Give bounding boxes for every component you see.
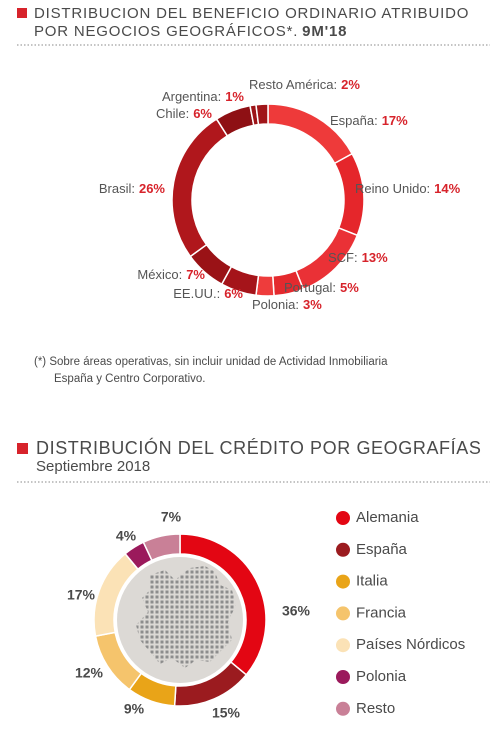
header-marker — [17, 8, 27, 18]
data-label: España: 17% — [330, 113, 408, 128]
category-label: SCF: — [328, 250, 358, 265]
legend-swatch — [336, 638, 350, 653]
donut-segment — [171, 117, 229, 258]
value-label: 7% — [186, 267, 205, 282]
data-label: SCF: 13% — [328, 250, 388, 265]
category-label: EE.UU.: — [173, 286, 220, 301]
chart-title: POR NEGOCIOS GEOGRÁFICOS*. 9M'18 — [34, 23, 347, 40]
data-label: Argentina: 1% — [162, 89, 244, 104]
legend-swatch — [336, 511, 350, 525]
header-marker — [17, 443, 28, 454]
data-label: EE.UU.: 6% — [173, 286, 243, 301]
value-label: 36% — [282, 603, 311, 619]
legend-swatch — [336, 670, 350, 684]
category-label: Portugal: — [284, 280, 336, 295]
legend-label: Alemania — [356, 509, 419, 526]
data-label: Resto América: 2% — [249, 77, 360, 92]
value-label: 15% — [212, 705, 241, 721]
category-label: Brasil: — [99, 181, 135, 196]
category-label: México: — [137, 267, 182, 282]
value-label: 6% — [193, 106, 212, 121]
value-label: 6% — [224, 286, 243, 301]
chart-title: DISTRIBUCIÓN DEL CRÉDITO POR GEOGRAFÍAS — [36, 437, 481, 458]
value-label: 17% — [67, 587, 96, 603]
category-label: Reino Unido: — [355, 181, 430, 196]
value-label: 3% — [303, 297, 322, 312]
data-label: México: 7% — [137, 267, 205, 282]
data-label: Portugal: 5% — [284, 280, 359, 295]
data-label: Reino Unido: 14% — [355, 181, 461, 196]
legend-swatch — [336, 574, 350, 589]
category-label: España: — [330, 113, 378, 128]
value-label: 12% — [75, 665, 104, 681]
value-label: 2% — [341, 77, 360, 92]
donut-segment — [142, 533, 181, 562]
chart-title: DISTRIBUCION DEL BENEFICIO ORDINARIO ATR… — [34, 5, 469, 22]
footnote: (*) Sobre áreas operativas, sin incluir … — [34, 356, 388, 368]
value-label: 5% — [340, 280, 359, 295]
category-label: Polonia: — [252, 297, 299, 312]
value-label: 14% — [434, 181, 460, 196]
data-label: Polonia: 3% — [252, 297, 322, 312]
value-label: 26% — [139, 181, 165, 196]
category-label: Argentina: — [162, 89, 221, 104]
category-label: Chile: — [156, 106, 189, 121]
data-label: Brasil: 26% — [99, 181, 166, 196]
legend-label: España — [356, 541, 408, 558]
data-label: Chile: 6% — [156, 106, 212, 121]
europe-map — [136, 566, 236, 668]
donut-segment — [255, 103, 269, 126]
footnote: España y Centro Corporativo. — [54, 373, 206, 385]
legend-swatch — [336, 701, 350, 716]
legend-label: Polonia — [356, 668, 407, 685]
legend-label: Países Nórdicos — [356, 636, 465, 653]
chart-subtitle: Septiembre 2018 — [36, 458, 150, 475]
value-label: 7% — [161, 509, 182, 525]
legend-label: Resto — [356, 700, 395, 717]
legend-label: Francia — [356, 604, 407, 621]
value-label: 4% — [116, 528, 137, 544]
value-label: 13% — [362, 250, 388, 265]
value-label: 1% — [225, 89, 244, 104]
legend-label: Italia — [356, 573, 388, 590]
legend-swatch — [336, 606, 350, 621]
value-label: 9% — [124, 701, 145, 717]
category-label: Resto América: — [249, 77, 337, 92]
value-label: 17% — [382, 113, 408, 128]
legend-swatch — [336, 542, 350, 557]
